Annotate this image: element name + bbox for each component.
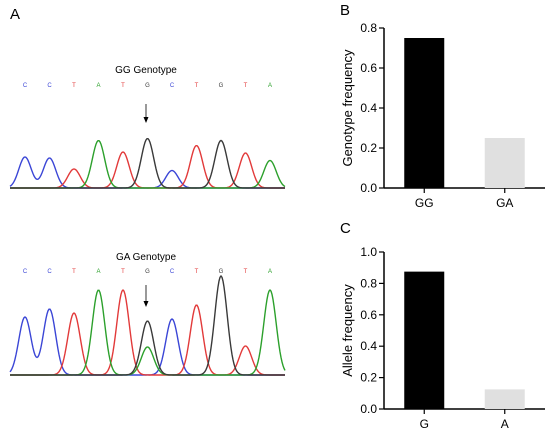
y-tick-label: 1.0 [360, 245, 377, 259]
y-tick-label: 0.0 [360, 181, 377, 195]
y-tick-label: 0.8 [360, 276, 377, 290]
base-call-6: G [145, 83, 150, 89]
arrow-ga [143, 285, 149, 307]
y-tick-label: 0.6 [360, 308, 377, 322]
y-tick-label: 0.0 [360, 402, 377, 416]
base-call-10: T [244, 269, 248, 275]
base-call-3: T [72, 269, 76, 275]
trace-line-c [9, 308, 285, 376]
y-tick-label: 0.8 [360, 21, 377, 35]
genotype-label-ga: GA Genotype [116, 252, 176, 263]
base-call-11: A [268, 83, 272, 89]
base-call-3: T [72, 83, 76, 89]
y-axis-label: Genotype frequency [340, 49, 355, 167]
base-call-7: C [170, 269, 175, 275]
y-tick-label: 0.4 [360, 339, 377, 353]
bar-gg [404, 38, 445, 188]
y-tick-label: 0.4 [360, 101, 377, 115]
arrow-gg [143, 104, 149, 123]
y-tick-label: 0.2 [360, 141, 377, 155]
base-call-4: A [96, 83, 100, 89]
genotype-frequency-chart: 0.0 0.2 0.4 0.6 0.8 GG GA Genotype frequency [340, 21, 545, 210]
chromatogram-gg: GG Genotype C C T A T G C T G T A [9, 65, 286, 189]
panel-letter-c: C [340, 220, 351, 237]
y-tick-label: 0.6 [360, 61, 377, 75]
trace-line-a [10, 139, 286, 189]
base-call-11: A [268, 269, 272, 275]
bar-ga [484, 138, 525, 188]
genotype-label-gg: GG Genotype [115, 65, 177, 76]
base-call-2: C [47, 269, 52, 275]
base-call-9: G [219, 269, 224, 275]
base-call-9: G [219, 83, 224, 89]
base-call-4: A [96, 269, 100, 275]
y-tick-label: 0.2 [360, 371, 377, 385]
allele-frequency-chart: 0.0 0.2 0.4 0.6 0.8 1.0 G A Allele frequency [340, 245, 545, 431]
base-call-7: C [170, 83, 175, 89]
trace-line-t [10, 144, 285, 189]
trace-line-t [10, 288, 285, 376]
base-call-8: T [195, 269, 199, 275]
trace-line-c [9, 156, 285, 189]
panel-letter-b: B [340, 2, 350, 19]
chromatogram-ga: GA Genotype C C T A T G C T G T A [9, 252, 286, 376]
y-axis-label: Allele frequency [340, 284, 355, 377]
x-tick-label: G [420, 417, 429, 431]
x-tick-label: A [501, 417, 509, 431]
trace-line-g [10, 137, 285, 189]
base-call-8: T [195, 83, 199, 89]
bar-g [404, 271, 445, 409]
panel-letter-a: A [10, 6, 20, 23]
trace-line-g [10, 274, 285, 376]
base-call-5: T [121, 83, 125, 89]
base-call-10: T [244, 83, 248, 89]
x-tick-label: GG [415, 196, 434, 210]
bar-a [484, 389, 525, 409]
base-call-6: G [145, 269, 150, 275]
base-call-2: C [47, 83, 52, 89]
base-call-5: T [121, 269, 125, 275]
x-tick-label: GA [496, 196, 513, 210]
base-call-1: C [23, 83, 28, 89]
base-call-1: C [23, 269, 28, 275]
